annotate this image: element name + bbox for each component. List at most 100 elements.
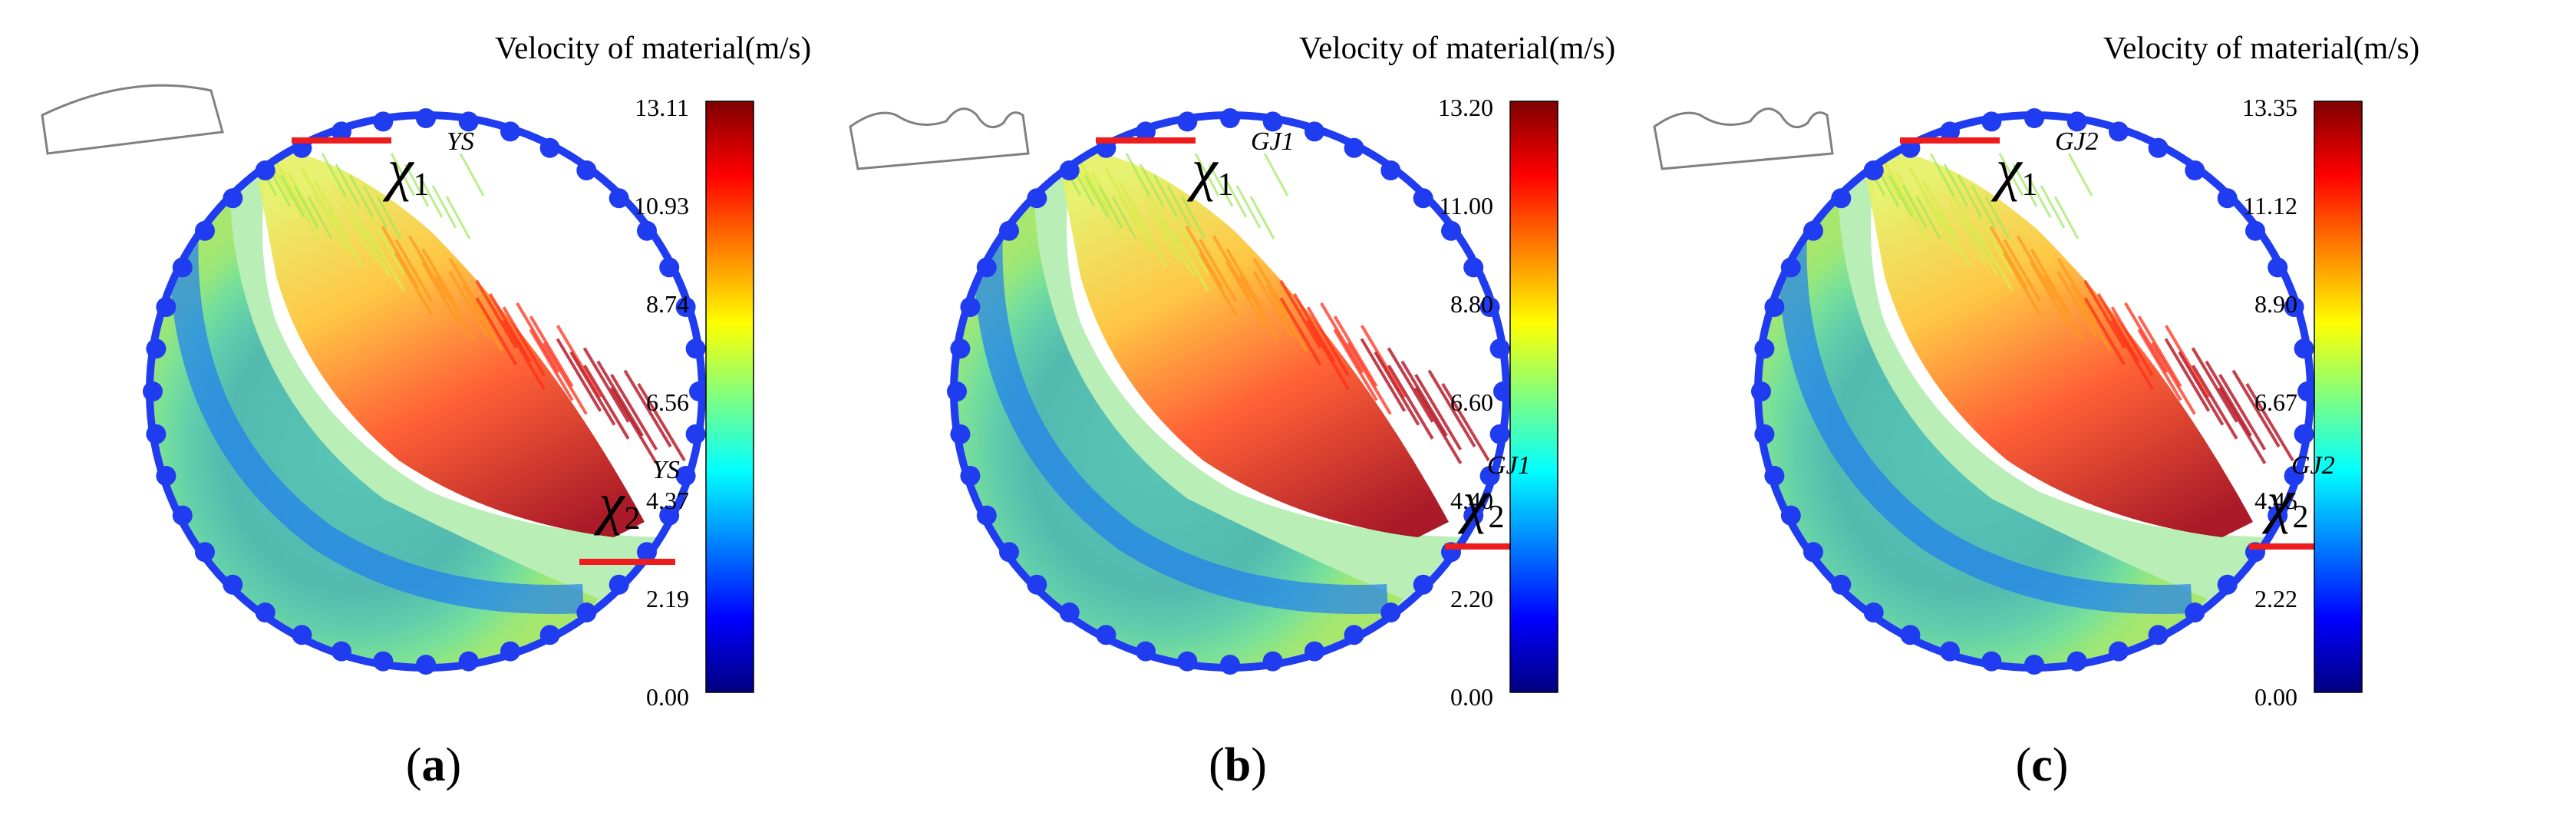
- colorbar-title: Velocity of material(m/s): [1299, 30, 1616, 65]
- liner-profile-icon: [1653, 107, 1834, 170]
- lifter: [976, 505, 997, 526]
- lifter: [685, 338, 706, 359]
- colorbar-tick-label: 6.56: [646, 388, 689, 416]
- subfigure-label: (c): [2015, 739, 2069, 791]
- colorbar-tick-label: 8.80: [1450, 290, 1493, 318]
- lifter: [539, 625, 560, 645]
- colorbar-tick-label: 4.40: [1450, 487, 1493, 514]
- colorbar-tick-label: 2.19: [646, 585, 689, 612]
- lifter: [500, 641, 520, 662]
- panel-a: Velocity of material(m/s) 13.11 10.93 8.74 6…: [0, 0, 859, 832]
- subfigure-letter: a: [421, 739, 446, 791]
- colorbar-tick-label: 10.93: [634, 192, 689, 220]
- lifter: [999, 542, 1019, 563]
- lifter: [1136, 121, 1156, 142]
- lifter: [950, 424, 971, 444]
- lifter: [2185, 160, 2205, 180]
- chi1-subscript: 1: [2021, 167, 2038, 203]
- lifter: [1262, 651, 1283, 672]
- chi1-symbol: χ: [1192, 137, 1218, 202]
- lifter: [416, 108, 436, 128]
- lifter: [576, 603, 597, 622]
- lifter: [637, 542, 657, 563]
- lifter: [1220, 108, 1240, 128]
- lifter: [1981, 651, 2002, 672]
- lifter: [1479, 297, 1500, 317]
- lifter: [373, 111, 394, 132]
- lifter: [609, 574, 629, 595]
- colorbar-tick-label: 8.90: [2254, 290, 2297, 318]
- lifter: [1463, 257, 1484, 278]
- chi1-subscript: 1: [1217, 167, 1234, 203]
- lifter: [1831, 188, 1852, 209]
- lifter: [576, 160, 597, 180]
- chi1-superscript: GJ2: [2055, 127, 2099, 156]
- lifter: [223, 574, 243, 595]
- chi2-superscript: YS: [652, 456, 680, 484]
- simulation-plot: [849, 101, 1558, 693]
- lifter: [1344, 625, 1364, 645]
- chi2-superscript: GJ2: [2291, 451, 2335, 480]
- lifter: [1489, 338, 1510, 359]
- lifter: [156, 297, 176, 317]
- lifter: [1380, 160, 1401, 180]
- lifter: [1940, 121, 1960, 142]
- colorbar-tick-label: 0.00: [2254, 683, 2297, 711]
- chi2-label: χ2: [599, 474, 640, 542]
- lifter: [960, 466, 981, 486]
- lifter: [1493, 381, 1513, 401]
- chi2-subscript: 2: [1488, 500, 1505, 535]
- subfigure-letter: c: [2031, 739, 2053, 791]
- lifter: [1304, 121, 1324, 142]
- lifter: [195, 220, 215, 241]
- lifter: [331, 641, 351, 662]
- lifter: [2148, 625, 2169, 645]
- lifter: [1764, 297, 1785, 317]
- colorbar: [2314, 101, 2363, 693]
- lifter: [1754, 424, 1775, 444]
- lifter: [2217, 188, 2238, 209]
- lifter: [1780, 505, 1801, 526]
- lifter: [2294, 424, 2314, 444]
- lifter: [1780, 257, 1801, 278]
- lifter: [2284, 466, 2304, 486]
- lifter: [1863, 603, 1884, 622]
- lifter: [172, 257, 193, 278]
- lifter: [146, 338, 167, 359]
- lifter: [950, 338, 971, 359]
- lifter: [1751, 381, 1771, 401]
- colorbar-tick-label: 4.37: [646, 487, 689, 514]
- colorbar-tick-label: 11.00: [1439, 192, 1493, 220]
- lifter: [2284, 297, 2304, 317]
- lifter: [675, 297, 696, 317]
- lifter: [156, 466, 176, 486]
- chi2-superscript: GJ1: [1487, 451, 1531, 480]
- lifter: [2268, 505, 2288, 526]
- colorbar-tick-label: 13.11: [635, 94, 689, 121]
- colorbar-tick-label: 6.67: [2254, 388, 2297, 416]
- colorbar: [1509, 101, 1558, 693]
- lifter: [1304, 641, 1324, 662]
- colorbar-tick-label: 11.12: [2243, 192, 2297, 220]
- lifter: [195, 542, 215, 563]
- lifter: [1136, 641, 1156, 662]
- lifter: [1863, 160, 1884, 180]
- chi1-subscript: 1: [413, 167, 430, 203]
- lifter: [1262, 111, 1283, 132]
- lifter: [539, 137, 560, 158]
- lifter: [172, 505, 193, 526]
- lifter: [1940, 641, 1960, 662]
- lifter: [2109, 121, 2129, 142]
- lifter: [689, 381, 709, 401]
- lifter: [1177, 651, 1198, 672]
- subfigure-letter: b: [1224, 739, 1252, 791]
- lifter: [2245, 220, 2265, 241]
- lifter: [659, 505, 680, 526]
- lifter: [675, 466, 696, 486]
- chi1-label: χ1: [388, 140, 429, 208]
- lifter: [1803, 542, 1823, 563]
- lifter: [609, 188, 629, 209]
- lifter: [331, 121, 351, 142]
- colorbar-tick-label: 13.35: [2242, 94, 2297, 121]
- simulation-plot: [1653, 101, 2363, 693]
